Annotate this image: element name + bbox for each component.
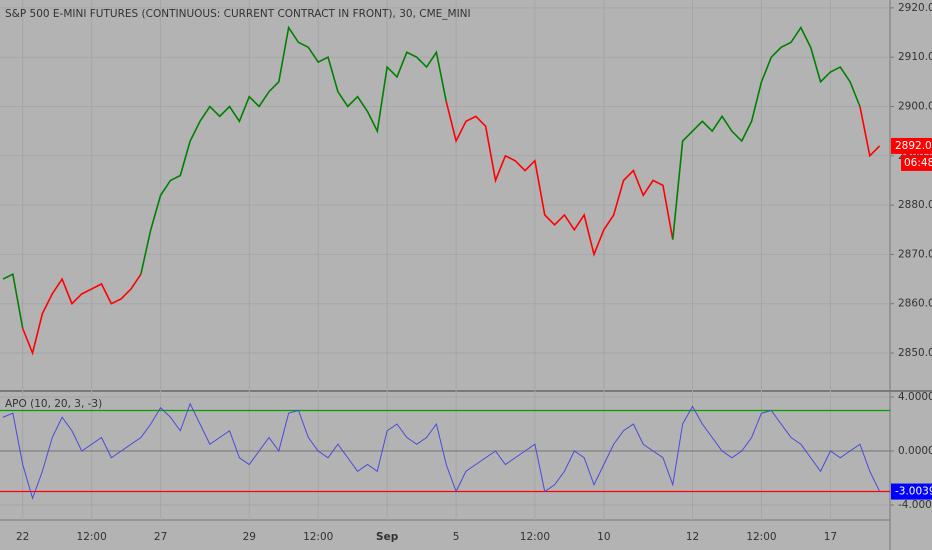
series-line <box>859 106 881 158</box>
x-tick-label: 12:00 <box>77 531 107 543</box>
x-tick-label: 12:00 <box>746 531 776 543</box>
last-value-label: 2892.00 <box>895 140 932 152</box>
y-tick-label: 0.0000 <box>898 445 932 457</box>
series-line <box>445 101 674 258</box>
x-tick-label: 17 <box>824 531 837 543</box>
x-tick-label: 12 <box>686 531 699 543</box>
series-line <box>672 26 861 240</box>
y-tick-label: 4.0000 <box>898 391 932 403</box>
x-tick-label: Sep <box>376 531 399 543</box>
last-value-label: -3.0039 <box>895 486 932 498</box>
chart-title: S&P 500 E-MINI FUTURES (CONTINUOUS: CURR… <box>5 8 471 20</box>
y-tick-label: 2880.00 <box>898 199 932 211</box>
y-tick-label: 2860.00 <box>898 298 932 310</box>
countdown-box <box>901 154 932 171</box>
series-line <box>140 25 448 275</box>
x-tick-label: 12:00 <box>303 531 333 543</box>
indicator-title: APO (10, 20, 3, -3) <box>5 398 102 410</box>
series-line <box>2 272 24 329</box>
last-value-box <box>891 483 932 500</box>
x-tick-label: 22 <box>16 531 29 543</box>
y-tick-label: -4.0000 <box>898 499 932 511</box>
countdown-label: 06:48 <box>904 157 932 169</box>
x-tick-label: 29 <box>243 531 256 543</box>
y-tick-label: 2920.00 <box>898 2 932 14</box>
x-tick-label: 10 <box>597 531 610 543</box>
x-tick-label: 5 <box>453 531 460 543</box>
y-tick-label: 2910.00 <box>898 51 932 63</box>
x-tick-label: 12:00 <box>520 531 550 543</box>
series-line <box>2 402 881 500</box>
last-value-box <box>891 137 932 154</box>
x-tick-label: 27 <box>154 531 167 543</box>
y-tick-label: 2850.00 <box>898 347 932 359</box>
y-tick-label: 2870.00 <box>898 248 932 260</box>
y-tick-label: 2900.00 <box>898 100 932 112</box>
series-line <box>21 273 142 356</box>
